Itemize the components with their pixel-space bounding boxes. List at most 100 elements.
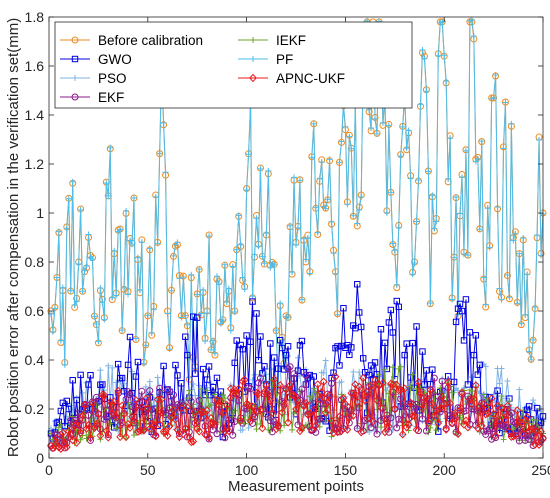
data-point: [99, 381, 106, 388]
data-point: [433, 218, 440, 225]
data-point: [520, 407, 527, 414]
data-point: [284, 365, 292, 373]
data-point: [213, 273, 220, 280]
data-point: [219, 408, 227, 418]
data-point: [49, 328, 56, 335]
x-tick-label: 200: [433, 462, 457, 478]
data-point: [205, 433, 213, 442]
data-point: [274, 422, 283, 431]
data-point: [141, 394, 150, 404]
data-point: [217, 320, 224, 327]
data-point: [464, 252, 471, 259]
data-point: [381, 339, 389, 347]
data-point: [458, 174, 465, 181]
data-point: [303, 410, 312, 419]
data-point: [536, 136, 543, 143]
data-point: [121, 380, 128, 387]
data-point: [365, 414, 373, 423]
data-point: [124, 419, 132, 429]
data-point: [516, 250, 523, 257]
y-axis-label: Robot position error after compensation …: [5, 18, 22, 457]
data-point: [393, 424, 401, 432]
legend-label: PSO: [98, 71, 127, 86]
data-point: [438, 392, 447, 402]
data-point: [174, 239, 181, 246]
data-point: [79, 288, 86, 295]
data-point: [355, 382, 364, 392]
data-point: [386, 379, 395, 389]
data-point: [418, 404, 427, 413]
data-point: [134, 358, 142, 366]
data-point: [156, 150, 163, 157]
data-point: [102, 426, 111, 436]
data-point: [242, 399, 251, 409]
x-tick-label: 100: [235, 462, 259, 478]
data-point: [448, 418, 456, 428]
y-tick-label: 1: [36, 205, 44, 221]
data-point: [455, 311, 462, 318]
data-point: [411, 259, 418, 266]
data-point: [164, 386, 172, 394]
data-point: [162, 169, 169, 176]
data-point: [225, 285, 232, 292]
data-point: [85, 231, 92, 238]
data-point: [179, 429, 188, 439]
y-tick-label: 0.8: [25, 254, 45, 270]
data-point: [425, 429, 432, 436]
data-point: [256, 405, 265, 415]
data-point: [229, 431, 237, 439]
data-point: [294, 354, 301, 361]
data-point: [347, 388, 356, 398]
data-point: [65, 195, 72, 202]
y-tick-label: 0: [36, 450, 44, 466]
data-point: [258, 405, 266, 413]
data-point: [310, 120, 317, 127]
data-point: [470, 351, 478, 359]
data-point: [428, 399, 437, 409]
data-point: [349, 411, 358, 420]
data-point: [287, 375, 294, 382]
data-point: [506, 398, 513, 405]
data-point: [498, 392, 505, 399]
data-point: [379, 119, 386, 126]
data-point: [276, 381, 285, 390]
data-point: [271, 354, 278, 361]
data-point: [211, 350, 218, 357]
data-point: [257, 333, 264, 340]
data-point: [375, 371, 382, 378]
data-point: [231, 308, 238, 315]
data-point: [147, 419, 156, 428]
data-point: [409, 271, 416, 278]
data-point: [296, 396, 304, 404]
data-point: [467, 399, 476, 409]
data-point: [227, 327, 234, 334]
data-point: [173, 425, 182, 434]
data-point: [333, 427, 342, 437]
data-point: [174, 372, 181, 379]
data-point: [374, 130, 381, 137]
data-point: [503, 401, 512, 411]
data-point: [251, 251, 258, 258]
data-point: [518, 320, 525, 327]
data-point: [389, 364, 396, 371]
data-point: [422, 392, 431, 402]
data-point: [496, 285, 503, 292]
data-point: [395, 303, 402, 311]
data-point: [255, 243, 262, 250]
data-point: [130, 195, 137, 202]
data-point: [476, 390, 483, 397]
data-point: [482, 301, 489, 308]
data-point: [132, 395, 140, 405]
data-point: [167, 413, 176, 423]
data-point: [458, 388, 466, 397]
data-point: [266, 417, 274, 425]
data-point: [282, 351, 290, 359]
data-point: [530, 397, 537, 404]
data-point: [399, 123, 406, 130]
data-point: [298, 423, 306, 433]
data-point: [276, 336, 284, 344]
data-point: [429, 417, 436, 424]
data-point: [285, 314, 292, 321]
data-point: [198, 310, 205, 317]
data-point: [409, 339, 416, 347]
